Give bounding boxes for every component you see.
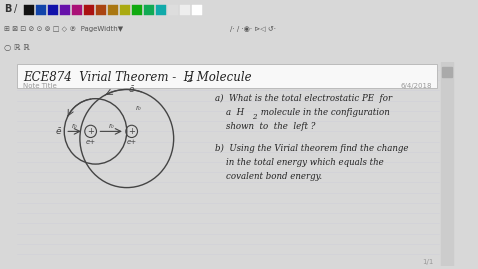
Bar (24, 5, 34, 15)
Text: in the total energy which equals the: in the total energy which equals the (227, 158, 384, 167)
Text: ⊞ ⊠ ⊡ ⊘ ⊙ ⊚ □ ◇ ℗  PageWidth▼: ⊞ ⊠ ⊡ ⊘ ⊙ ⊚ □ ◇ ℗ PageWidth▼ (4, 26, 123, 32)
Text: Molecule: Molecule (193, 71, 252, 84)
Text: 2: 2 (252, 113, 256, 121)
Text: molecule in the configuration: molecule in the configuration (258, 108, 390, 117)
Text: +: + (128, 127, 135, 136)
Text: /: / (14, 4, 17, 14)
Bar (180, 5, 190, 15)
Text: /· / ·◉· ⊳◁ ↺·: /· / ·◉· ⊳◁ ↺· (230, 26, 276, 32)
Text: B: B (4, 4, 11, 14)
Text: ○ ℝ ℝ: ○ ℝ ℝ (4, 43, 30, 52)
Text: a)  What is the total electrostatic PE  for: a) What is the total electrostatic PE fo… (215, 94, 392, 103)
Text: ē: ē (129, 85, 134, 94)
Text: r₀: r₀ (136, 105, 141, 111)
Text: 1/1: 1/1 (422, 259, 434, 265)
Bar (120, 5, 130, 15)
Bar (144, 5, 154, 15)
Text: +: + (87, 127, 94, 136)
Text: r₀: r₀ (109, 123, 114, 129)
Bar (168, 5, 178, 15)
Bar (156, 5, 166, 15)
Bar (442, 67, 452, 77)
Bar (192, 5, 202, 15)
Bar (108, 5, 118, 15)
Text: 2: 2 (186, 75, 192, 84)
Bar (72, 5, 82, 15)
Text: 6/4/2018: 6/4/2018 (400, 83, 432, 89)
Bar (48, 5, 58, 15)
Text: e+: e+ (86, 139, 96, 145)
Bar (60, 5, 70, 15)
Text: covalent bond energy.: covalent bond energy. (227, 172, 323, 181)
Text: r₀: r₀ (72, 123, 78, 129)
Bar (132, 5, 142, 15)
Text: e+: e+ (127, 139, 137, 145)
Text: ē: ē (55, 127, 61, 136)
Bar (96, 5, 106, 15)
Text: ECE874  Virial Theorem -  H: ECE874 Virial Theorem - H (23, 71, 194, 84)
Text: a  H: a H (227, 108, 245, 117)
Bar (84, 5, 94, 15)
Text: shown  to  the  left ?: shown to the left ? (227, 122, 316, 131)
Bar (36, 5, 46, 15)
Text: b)  Using the Virial theorem find the change: b) Using the Virial theorem find the cha… (215, 144, 408, 153)
Bar (17, 64, 437, 89)
Text: Note Title: Note Title (23, 83, 57, 89)
Bar (441, 62, 453, 266)
